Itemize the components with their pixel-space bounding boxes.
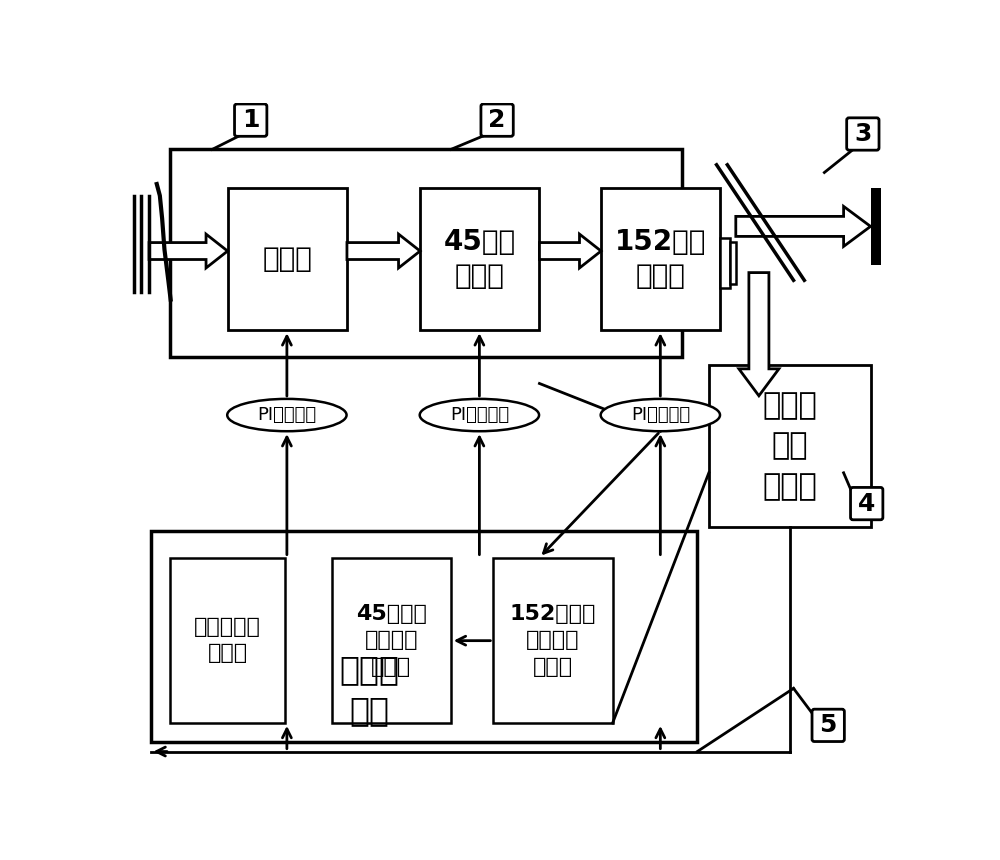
Bar: [709, 365, 871, 526]
Bar: [151, 531, 697, 742]
Text: PI驱动控制: PI驱动控制: [631, 406, 690, 424]
Bar: [420, 187, 539, 330]
Bar: [601, 187, 720, 330]
Polygon shape: [539, 234, 601, 268]
FancyBboxPatch shape: [812, 710, 844, 741]
Text: 倾斜镜: 倾斜镜: [262, 245, 312, 273]
Polygon shape: [736, 206, 871, 247]
Text: 45单元变
形镜处理
机模块: 45单元变 形镜处理 机模块: [356, 604, 427, 677]
FancyBboxPatch shape: [235, 104, 267, 137]
Text: 45单元
变形镜: 45单元 变形镜: [444, 228, 516, 291]
Text: 4: 4: [858, 492, 875, 516]
Ellipse shape: [420, 399, 539, 431]
FancyBboxPatch shape: [481, 104, 513, 137]
Bar: [720, 238, 730, 288]
Text: 3: 3: [854, 122, 872, 146]
Text: 5: 5: [820, 713, 837, 737]
Bar: [730, 242, 736, 284]
Text: 2: 2: [488, 108, 506, 132]
Text: PI驱动控制: PI驱动控制: [257, 406, 316, 424]
Text: 倾斜镜处理
机模块: 倾斜镜处理 机模块: [194, 617, 261, 663]
Bar: [170, 150, 682, 357]
Bar: [228, 187, 347, 330]
FancyBboxPatch shape: [847, 118, 879, 150]
Text: 波前处
理机: 波前处 理机: [339, 653, 399, 727]
Bar: [871, 187, 881, 265]
Bar: [493, 557, 613, 723]
Text: 152单元变
形镜处理
机模块: 152单元变 形镜处理 机模块: [510, 604, 596, 677]
Polygon shape: [739, 273, 779, 396]
Polygon shape: [149, 234, 228, 268]
Ellipse shape: [227, 399, 347, 431]
FancyBboxPatch shape: [851, 488, 883, 519]
Text: 高精度
波前
探测器: 高精度 波前 探测器: [762, 390, 817, 501]
Text: 152单元
变形镜: 152单元 变形镜: [615, 228, 706, 291]
Text: 1: 1: [242, 108, 259, 132]
Bar: [332, 557, 451, 723]
Text: PI驱动控制: PI驱动控制: [450, 406, 509, 424]
Ellipse shape: [601, 399, 720, 431]
Polygon shape: [347, 234, 420, 268]
Bar: [170, 557, 285, 723]
